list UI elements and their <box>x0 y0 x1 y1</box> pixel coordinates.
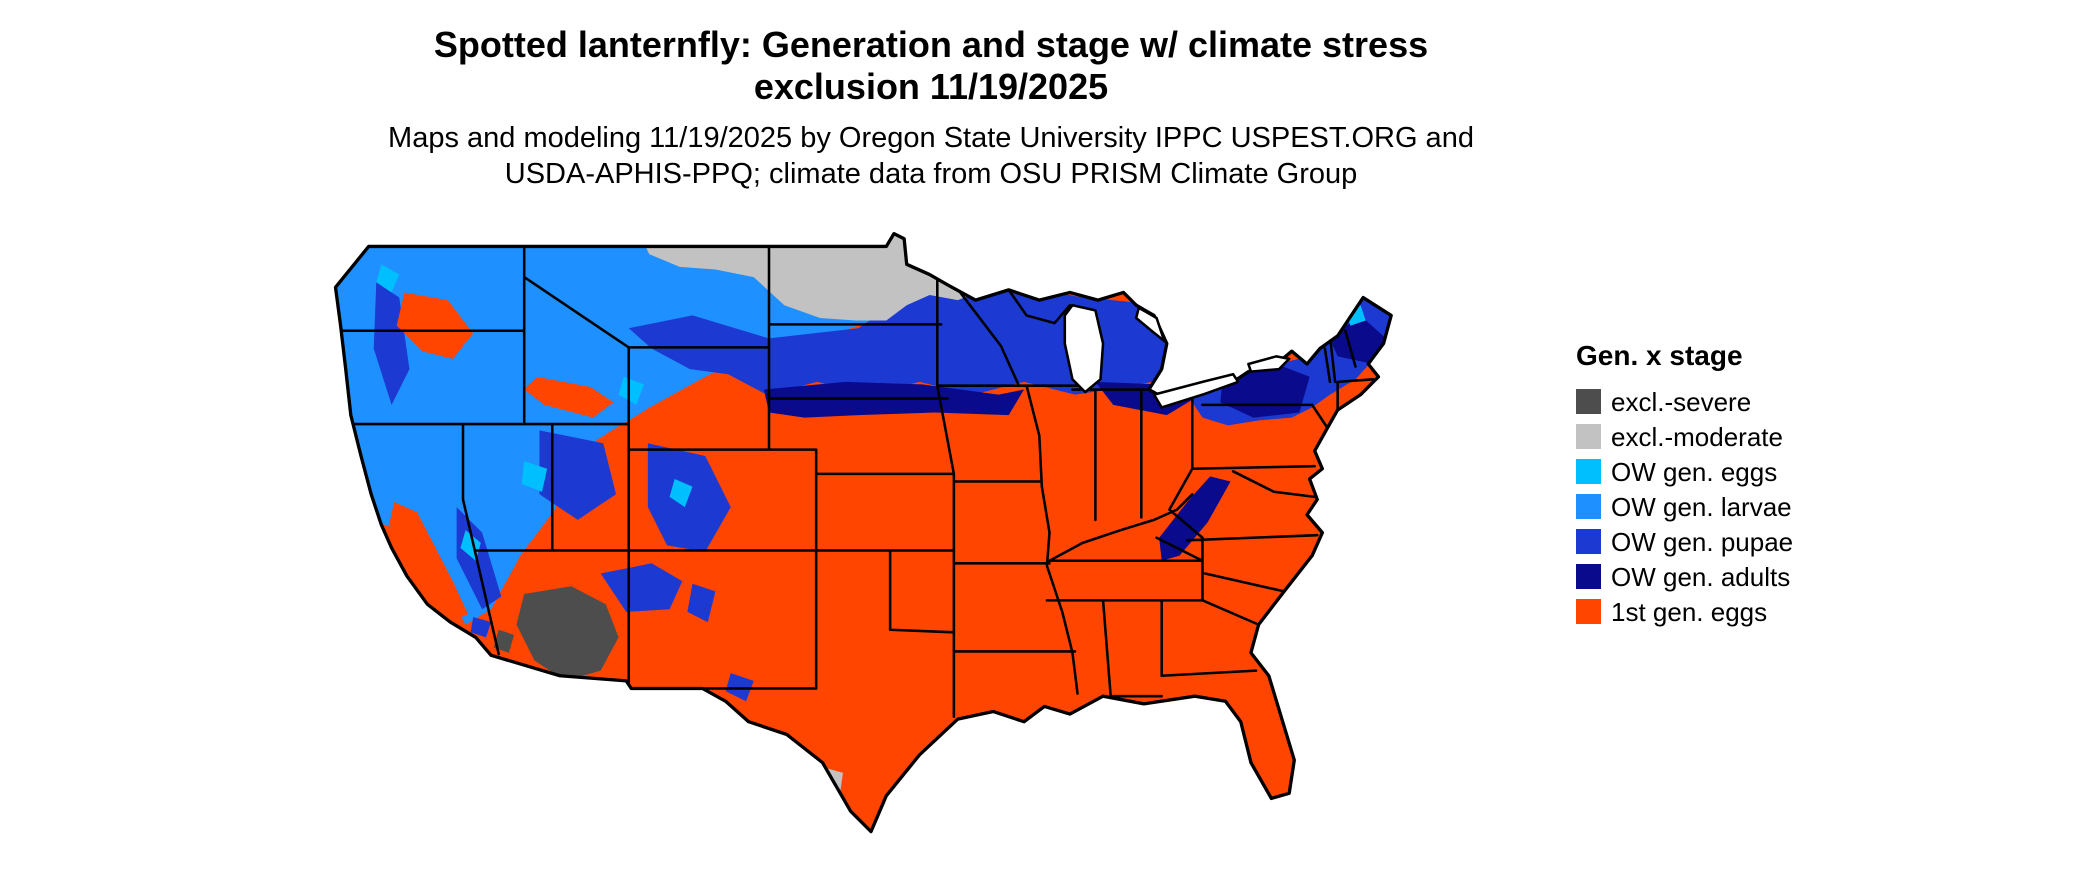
region-eggs-yellowstone <box>618 376 645 405</box>
legend-title: Gen. x stage <box>1576 340 1743 371</box>
region-excl-severe-arizona <box>516 586 619 681</box>
region-orange-snake-plain <box>524 376 614 418</box>
legend: Gen. x stage excl.-severe excl.-moderate… <box>1576 340 1876 629</box>
legend-swatch <box>1576 599 1601 624</box>
legend-entry: OW gen. pupae <box>1576 524 1876 559</box>
state-border-lines <box>340 245 1375 718</box>
region-orange-columbia-basin <box>396 292 474 359</box>
region-eggs-nevada <box>521 461 548 492</box>
region-ow-pupae <box>628 283 1392 426</box>
legend-entry: OW gen. adults <box>1576 559 1876 594</box>
region-orange-central-valley <box>389 501 469 623</box>
page-title: Spotted lanternfly: Generation and stage… <box>0 24 1862 108</box>
lake-erie <box>1152 372 1240 409</box>
legend-entry: excl.-severe <box>1576 384 1876 419</box>
page-subtitle-line2: USDA-APHIS-PPQ; climate data from OSU PR… <box>504 158 1358 190</box>
region-adults-plains-band <box>763 381 1024 418</box>
us-phenology-map <box>310 226 1534 884</box>
region-eggs-colorado-peaks <box>669 478 693 508</box>
legend-swatch <box>1576 494 1601 519</box>
great-lakes <box>1063 303 1291 409</box>
legend-entry-label: OW gen. larvae <box>1611 491 1792 522</box>
region-adults-appalachians <box>1159 476 1231 561</box>
legend-entry-label: excl.-moderate <box>1611 421 1783 452</box>
legend-entry-label: 1st gen. eggs <box>1611 596 1768 627</box>
region-excl-severe-colorado-river <box>493 629 514 653</box>
legend-swatch <box>1576 389 1601 414</box>
legend-entry: 1st gen. eggs <box>1576 594 1876 629</box>
page-subtitle: Maps and modeling 11/19/2025 by Oregon S… <box>0 120 1862 192</box>
legend-entry: OW gen. eggs <box>1576 454 1876 489</box>
page-subtitle-line1: Maps and modeling 11/19/2025 by Oregon S… <box>388 122 1474 154</box>
state-borders <box>340 245 1375 718</box>
legend-swatch <box>1576 424 1601 449</box>
lake-michigan <box>1063 303 1105 394</box>
legend-entry: OW gen. larvae <box>1576 489 1876 524</box>
legend-swatch <box>1576 564 1601 589</box>
legend-swatch <box>1576 459 1601 484</box>
region-pupae-new-mexico-mtns <box>687 583 716 623</box>
legend-swatch <box>1576 529 1601 554</box>
us-map-graphic <box>333 232 1393 834</box>
lake-huron <box>1134 306 1166 343</box>
region-pupae-utah-nevada <box>539 430 616 520</box>
legend-entries: excl.-severe excl.-moderate OW gen. eggs… <box>1576 384 1876 629</box>
region-eggs-north-cascades <box>376 264 400 293</box>
legend-entry-label: OW gen. pupae <box>1611 526 1794 557</box>
region-pupae-arizona-mogollon <box>600 563 683 612</box>
legend-entry-label: excl.-severe <box>1611 386 1752 417</box>
region-pupae-colorado-rockies <box>647 443 731 552</box>
region-pupae-socal-mtns <box>470 616 492 638</box>
legend-entry-label: OW gen. adults <box>1611 561 1791 592</box>
legend-entry-label: OW gen. eggs <box>1611 456 1778 487</box>
lake-ontario <box>1247 355 1291 373</box>
legend-entry: excl.-moderate <box>1576 419 1876 454</box>
page-title-line1: Spotted lanternfly: Generation and stage… <box>433 24 1429 65</box>
page-title-line2: exclusion 11/19/2025 <box>753 66 1109 107</box>
